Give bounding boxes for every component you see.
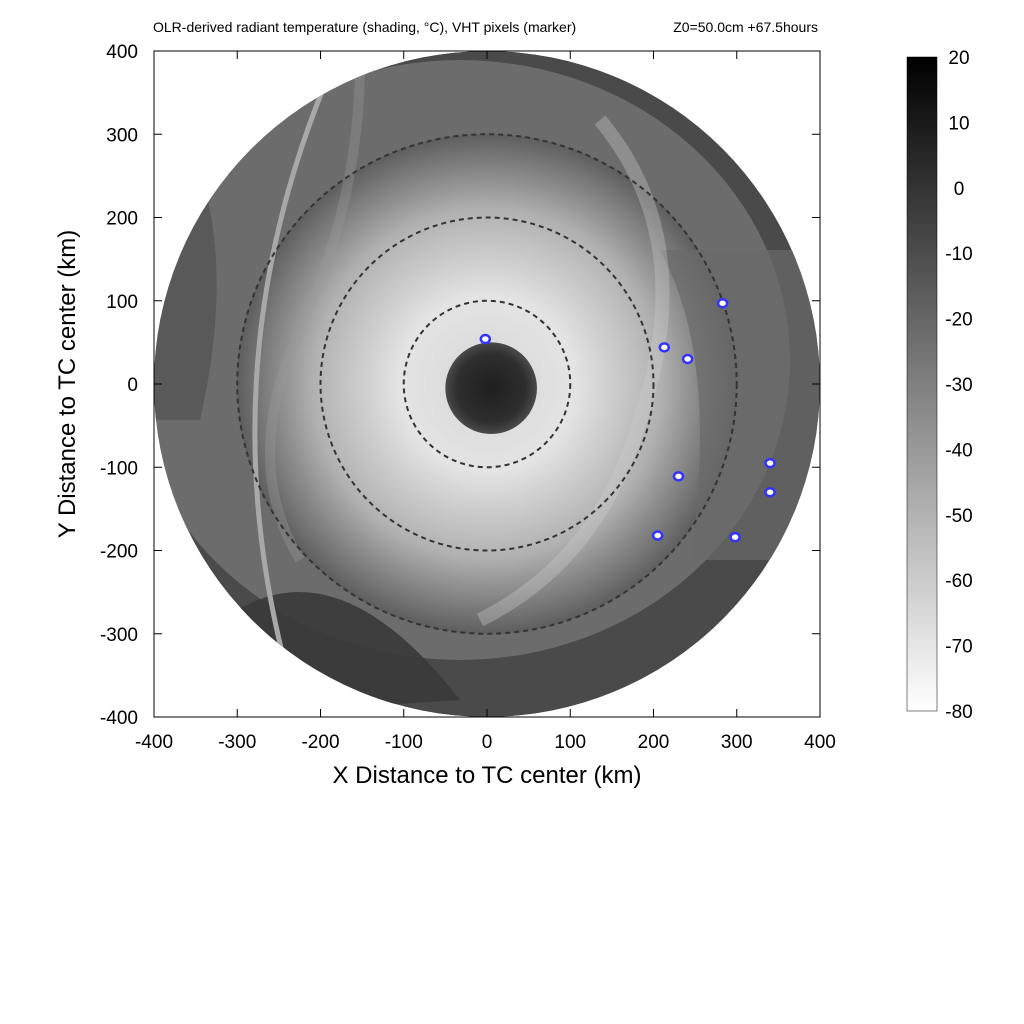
range-ring — [236, 133, 738, 635]
range-ring — [319, 216, 655, 552]
x-tick-label: 200 — [638, 732, 670, 753]
y-tick-label: 100 — [106, 292, 138, 313]
y-tick-label: 300 — [106, 125, 138, 146]
colorbar-tick-label: -60 — [945, 571, 972, 592]
y-tick-label: 400 — [106, 42, 138, 63]
x-tick-label: -400 — [135, 732, 173, 753]
vht-marker — [658, 342, 671, 353]
vht-marker — [729, 531, 741, 543]
x-tick-label: -100 — [385, 732, 423, 753]
x-tick-label: -200 — [301, 732, 339, 753]
colorbar — [906, 56, 938, 712]
x-axis-label: X Distance to TC center (km) — [333, 762, 642, 789]
y-tick-label: -200 — [100, 542, 138, 563]
shading-disk — [154, 51, 820, 717]
chart-subtitle: Z0=50.0cm +67.5hours — [673, 19, 818, 35]
colorbar-ticks: 20 10 0 -10 -20 -30 -40 -50 -60 -70 -80 — [945, 48, 972, 723]
vht-marker — [764, 486, 776, 498]
range-ring — [402, 299, 572, 469]
y-tick-label: -300 — [100, 625, 138, 646]
y-tick-label: 0 — [127, 375, 138, 396]
x-tick-label: 400 — [804, 732, 836, 753]
colorbar-tick-label: -10 — [945, 244, 972, 265]
x-tick-label: 300 — [721, 732, 753, 753]
range-rings — [236, 133, 738, 635]
x-tick-label: 100 — [554, 732, 586, 753]
colorbar-tick-label: -40 — [945, 440, 972, 461]
vht-markers — [479, 297, 776, 543]
y-tick-label: 200 — [106, 209, 138, 230]
x-axis: -400 -300 -200 -100 0 100 200 300 400 — [135, 51, 836, 753]
y-tick-label: -400 — [100, 708, 138, 729]
vht-marker — [672, 471, 685, 482]
x-tick-label: -300 — [218, 732, 256, 753]
colorbar-tick-label: -70 — [945, 637, 972, 658]
x-tick-label: 0 — [482, 732, 493, 753]
vht-marker — [479, 333, 492, 345]
colorbar-tick-label: 20 — [948, 48, 969, 69]
y-axis: -400 -300 -200 -100 0 100 200 300 400 — [100, 42, 820, 729]
colorbar-tick-label: -50 — [945, 506, 972, 527]
vht-marker — [681, 353, 694, 365]
colorbar-tick-label: 10 — [948, 113, 969, 134]
colorbar-tick-label: -80 — [945, 702, 972, 723]
colorbar-tick-label: -30 — [945, 375, 972, 396]
colorbar-tick-label: 0 — [954, 179, 965, 200]
chart-title: OLR-derived radiant temperature (shading… — [153, 19, 576, 35]
storm-eye — [445, 342, 537, 434]
vht-marker — [651, 530, 664, 541]
vht-marker — [716, 297, 729, 309]
y-axis-label: Y Distance to TC center (km) — [54, 230, 81, 539]
y-tick-label: -100 — [100, 458, 138, 479]
colorbar-tick-label: -20 — [945, 310, 972, 331]
vht-marker — [764, 457, 776, 469]
